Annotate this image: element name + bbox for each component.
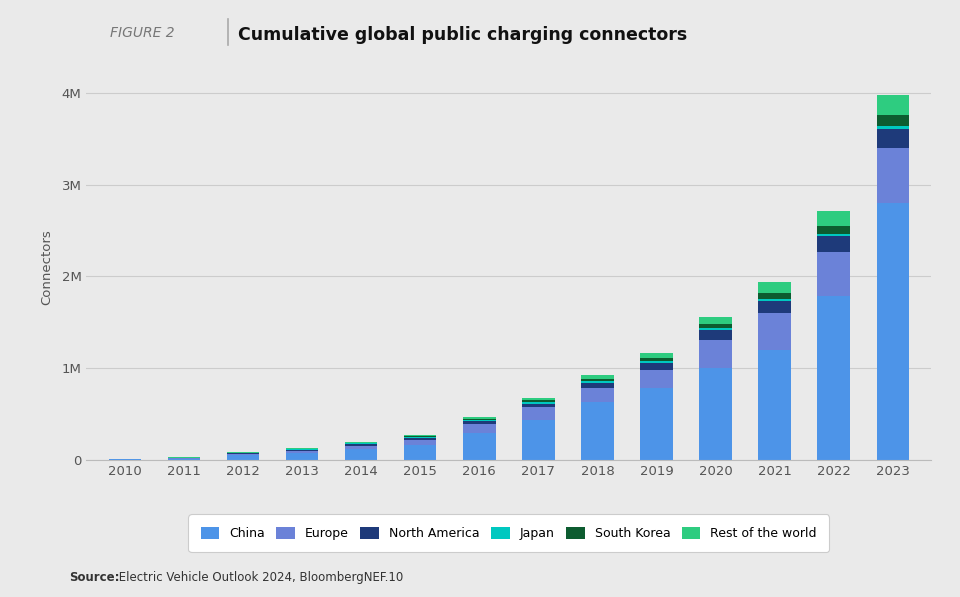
- Legend: China, Europe, North America, Japan, South Korea, Rest of the world: China, Europe, North America, Japan, Sou…: [192, 518, 826, 549]
- Bar: [581, 375, 613, 379]
- Bar: [345, 444, 377, 446]
- Bar: [818, 234, 850, 236]
- Bar: [227, 455, 259, 460]
- Bar: [699, 324, 732, 328]
- Bar: [581, 402, 613, 460]
- Bar: [463, 433, 495, 460]
- Bar: [286, 451, 319, 453]
- Bar: [463, 424, 495, 433]
- Bar: [463, 421, 495, 424]
- Bar: [581, 381, 613, 383]
- Bar: [818, 211, 850, 226]
- Bar: [581, 383, 613, 387]
- Bar: [522, 402, 555, 404]
- Y-axis label: Connectors: Connectors: [40, 229, 54, 305]
- Bar: [227, 454, 259, 455]
- Bar: [758, 298, 791, 301]
- Bar: [404, 438, 437, 440]
- Bar: [286, 453, 319, 460]
- Bar: [758, 293, 791, 298]
- Bar: [463, 419, 495, 420]
- Bar: [581, 379, 613, 381]
- Bar: [286, 450, 319, 451]
- Bar: [227, 453, 259, 454]
- Bar: [404, 445, 437, 460]
- Bar: [876, 95, 909, 115]
- Bar: [168, 458, 200, 460]
- Bar: [876, 115, 909, 126]
- Bar: [758, 313, 791, 350]
- Bar: [345, 442, 377, 443]
- Text: Source:: Source:: [69, 571, 120, 584]
- Bar: [522, 404, 555, 407]
- Bar: [345, 446, 377, 449]
- Bar: [758, 350, 791, 460]
- Bar: [522, 401, 555, 402]
- Bar: [404, 435, 437, 436]
- Bar: [404, 440, 437, 445]
- Bar: [699, 330, 732, 340]
- Bar: [818, 297, 850, 460]
- Bar: [699, 316, 732, 324]
- Bar: [286, 449, 319, 450]
- Text: Cumulative global public charging connectors: Cumulative global public charging connec…: [238, 26, 687, 44]
- Bar: [581, 387, 613, 402]
- Bar: [463, 420, 495, 421]
- Bar: [522, 398, 555, 401]
- Bar: [640, 361, 673, 363]
- Bar: [522, 420, 555, 460]
- Bar: [818, 226, 850, 234]
- Text: Electric Vehicle Outlook 2024, BloombergNEF.10: Electric Vehicle Outlook 2024, Bloomberg…: [115, 571, 403, 584]
- Bar: [699, 340, 732, 368]
- Text: FIGURE 2: FIGURE 2: [110, 26, 175, 39]
- Bar: [640, 388, 673, 460]
- Bar: [876, 129, 909, 148]
- Bar: [699, 368, 732, 460]
- Bar: [876, 203, 909, 460]
- Bar: [758, 301, 791, 313]
- Bar: [876, 126, 909, 129]
- Bar: [818, 236, 850, 251]
- Bar: [404, 436, 437, 438]
- Bar: [818, 251, 850, 297]
- Bar: [640, 353, 673, 358]
- Bar: [699, 328, 732, 330]
- Bar: [640, 363, 673, 370]
- Bar: [876, 148, 909, 203]
- Bar: [522, 407, 555, 420]
- Bar: [640, 358, 673, 361]
- Bar: [345, 449, 377, 460]
- Bar: [640, 370, 673, 388]
- Bar: [463, 417, 495, 419]
- Bar: [758, 282, 791, 293]
